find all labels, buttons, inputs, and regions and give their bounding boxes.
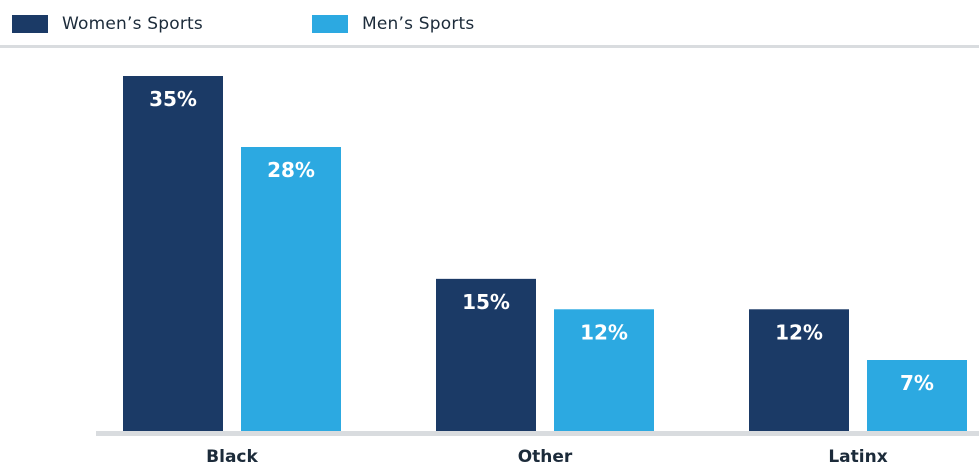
bar-black-women	[123, 76, 223, 431]
data-label-latinx-men: 7%	[900, 371, 934, 395]
data-label-black-men: 28%	[267, 158, 315, 182]
bar-latinx-men	[867, 360, 967, 431]
category-label-latinx: Latinx	[828, 447, 887, 466]
data-label-other-women: 15%	[462, 290, 510, 314]
data-label-latinx-women: 12%	[775, 320, 823, 344]
data-label-black-women: 35%	[149, 87, 197, 111]
legend-item-men: Men’s Sports	[312, 14, 474, 34]
x-axis-baseline	[96, 431, 979, 436]
legend-label-women: Women’s Sports	[62, 14, 203, 34]
bar-latinx-women	[749, 309, 849, 431]
legend-item-women: Women’s Sports	[12, 14, 203, 34]
category-label-black: Black	[206, 447, 258, 466]
legend-swatch-men	[312, 15, 348, 33]
bar-other-men	[554, 309, 654, 431]
bar-other-women	[436, 278, 536, 431]
legend-divider	[0, 45, 979, 48]
legend: Women’s Sports Men’s Sports	[0, 0, 979, 50]
data-label-other-men: 12%	[580, 320, 628, 344]
legend-label-men: Men’s Sports	[362, 14, 475, 34]
legend-swatch-women	[12, 15, 48, 33]
bar-black-men	[241, 147, 341, 431]
category-label-other: Other	[518, 447, 573, 466]
